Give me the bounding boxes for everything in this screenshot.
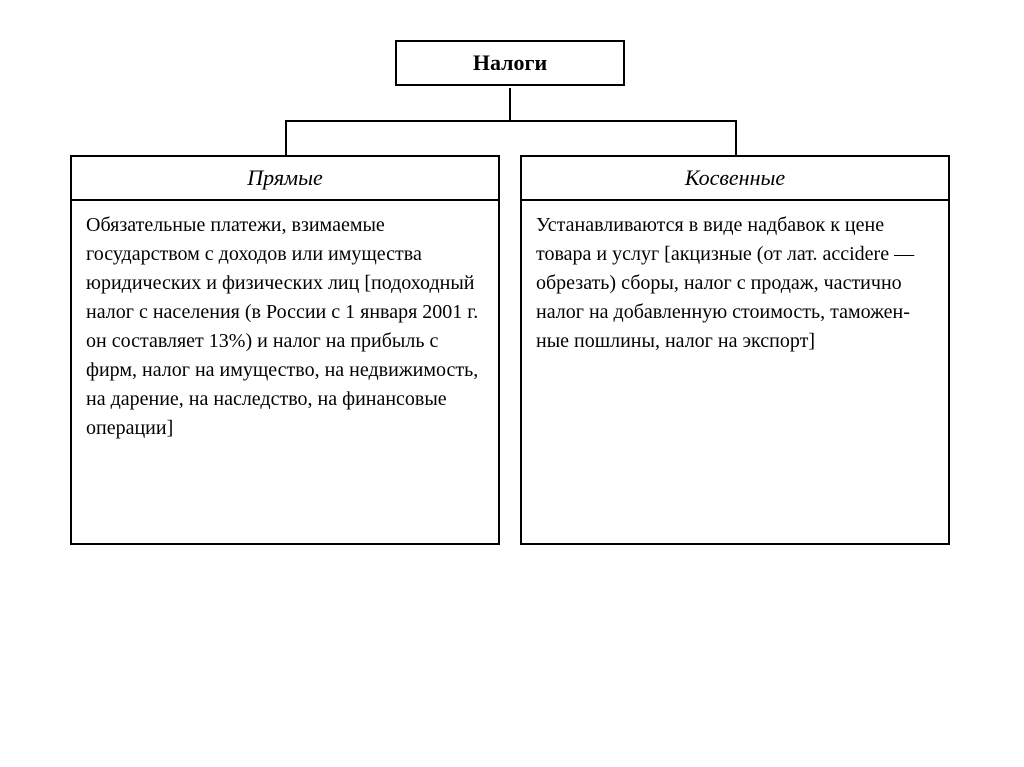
connector-drop-left xyxy=(285,120,287,155)
child-body-direct: Обязательные платежи, взимае­мые государ… xyxy=(72,201,498,457)
root-label: Налоги xyxy=(473,50,547,75)
child-header-indirect: Косвенные xyxy=(522,157,948,201)
child-node-indirect-taxes: Косвенные Устанавливаются в виде надбаво… xyxy=(520,155,950,545)
child-header-direct: Прямые xyxy=(72,157,498,201)
connector-drop-right xyxy=(735,120,737,155)
child-body-indirect: Устанавливаются в виде надбавок к цене т… xyxy=(522,201,948,370)
connector-trunk xyxy=(509,88,511,120)
diagram-canvas: Налоги Прямые Обязательные платежи, взим… xyxy=(0,0,1024,767)
root-node: Налоги xyxy=(395,40,625,86)
child-node-direct-taxes: Прямые Обязательные платежи, взимае­мые … xyxy=(70,155,500,545)
connector-horizontal xyxy=(285,120,735,122)
